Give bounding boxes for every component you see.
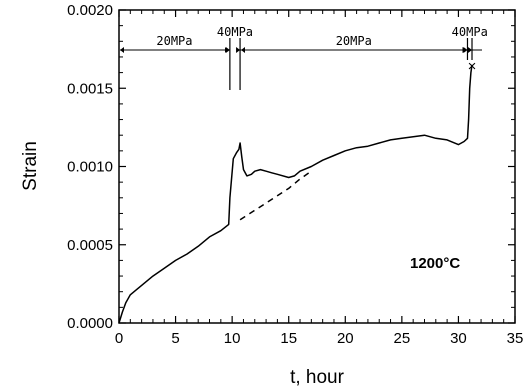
y-tick-label: 0.0005 xyxy=(67,237,113,254)
plot-frame xyxy=(118,9,516,324)
strain-curve xyxy=(118,64,473,324)
x-tick-label: 30 xyxy=(450,330,467,347)
y-tick-label: 0.0000 xyxy=(67,315,113,332)
temperature-annotation: 1200°C xyxy=(410,255,460,272)
x-tick-label: 5 xyxy=(171,330,179,347)
x-tick-label: 10 xyxy=(224,330,241,347)
x-tick-label: 15 xyxy=(280,330,297,347)
y-axis-label: Strain xyxy=(20,141,41,191)
x-tick-label: 35 xyxy=(507,330,524,347)
dashed-extrapolation-line xyxy=(239,170,312,221)
stress-segment-label: 20MPa xyxy=(156,34,192,48)
x-axis-label: t, hour xyxy=(290,367,345,387)
y-tick-label: 0.0020 xyxy=(67,2,113,19)
stress-segment-label: 20MPa xyxy=(336,34,372,48)
y-tick-label: 0.0010 xyxy=(67,159,113,176)
failure-marker: × xyxy=(468,58,477,75)
y-tick-label: 0.0015 xyxy=(67,80,113,97)
stress-segment-label: 40MPa xyxy=(452,25,488,39)
x-tick-label: 20 xyxy=(337,330,354,347)
x-tick-label: 0 xyxy=(115,330,123,347)
stress-segment-label: 40MPa xyxy=(217,25,253,39)
x-tick-label: 25 xyxy=(394,330,411,347)
